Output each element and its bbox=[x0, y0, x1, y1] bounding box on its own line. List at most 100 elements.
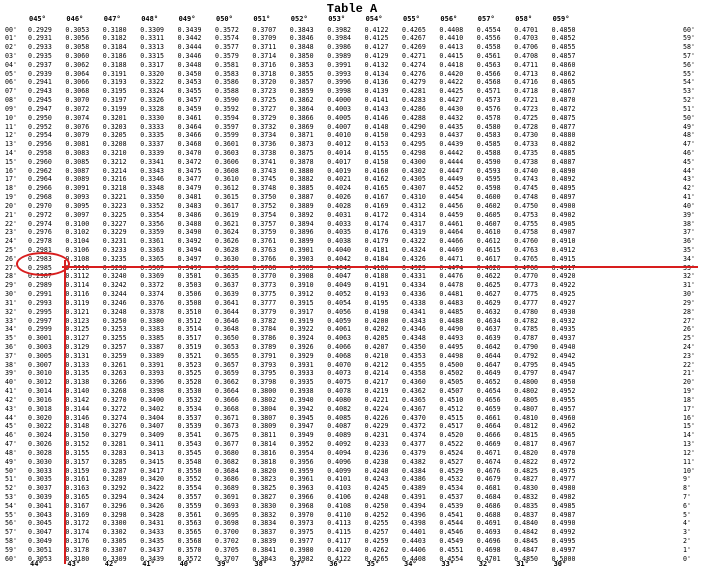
table-cell: 0.4066 bbox=[327, 343, 352, 352]
table-cell: 0.4049 bbox=[327, 281, 352, 290]
table-cell: 0.4160 bbox=[364, 166, 389, 175]
table-cell: 0.4382 bbox=[402, 457, 426, 466]
table-cell: 0.4295 bbox=[402, 140, 426, 149]
table-cell: 0.3148 bbox=[65, 422, 90, 431]
table-cell: 0.4571 bbox=[476, 87, 501, 96]
table-cell: 0.3424 bbox=[140, 492, 165, 501]
row-minute-left: 05' bbox=[5, 69, 17, 78]
table-cell: 0.3837 bbox=[252, 528, 277, 537]
highlight-column-line bbox=[64, 259, 66, 564]
table-cell: 0.4622 bbox=[476, 272, 501, 281]
table-cell: 0.4867 bbox=[551, 87, 576, 96]
table-cell: 0.3494 bbox=[177, 246, 202, 254]
table-cell: 0.3606 bbox=[215, 157, 239, 166]
table-cell: 0.4637 bbox=[476, 325, 501, 334]
table-cell: 0.3839 bbox=[252, 537, 277, 546]
table-cell: 0.4370 bbox=[402, 413, 426, 422]
table-cell: 0.4900 bbox=[551, 201, 576, 210]
column-footer: 34° bbox=[404, 560, 417, 568]
column-header: 052° bbox=[290, 15, 308, 23]
table-cell: 0.3201 bbox=[102, 113, 127, 122]
row-minute-right: 44' bbox=[683, 166, 695, 175]
table-cell: 0.3707 bbox=[215, 554, 239, 563]
table-cell: 0.3307 bbox=[102, 545, 127, 554]
table-cell: 0.3915 bbox=[289, 298, 314, 307]
table-cell: 0.3568 bbox=[177, 537, 202, 546]
table-cell: 0.2981 bbox=[28, 246, 52, 254]
table-cell: 0.3199 bbox=[102, 104, 127, 113]
table-cell: 0.4195 bbox=[364, 298, 389, 307]
table-cell: 0.3248 bbox=[102, 307, 127, 316]
table-cell: 0.4661 bbox=[476, 413, 501, 422]
table-cell: 0.2974 bbox=[28, 219, 52, 228]
table-cell: 0.2958 bbox=[28, 148, 52, 157]
table-cell: 0.4167 bbox=[364, 193, 389, 202]
row-minute-right: 46' bbox=[683, 148, 695, 157]
column-header: 048° bbox=[141, 15, 159, 23]
table-cell: 0.4817 bbox=[514, 440, 539, 449]
table-cell: 0.3238 bbox=[102, 263, 127, 272]
table-cell: 0.3691 bbox=[215, 492, 239, 501]
table-cell: 0.4115 bbox=[327, 528, 352, 537]
table-cell: 0.4430 bbox=[439, 104, 464, 113]
table-cell: 0.3748 bbox=[252, 184, 277, 193]
table-cell: 0.3718 bbox=[252, 69, 277, 78]
table-cell: 0.3174 bbox=[65, 528, 90, 537]
table-cell: 0.3738 bbox=[252, 148, 277, 157]
table-cell: 0.4887 bbox=[551, 157, 576, 166]
table-cell: 0.4452 bbox=[439, 184, 464, 193]
column-header: 047° bbox=[103, 15, 121, 23]
table-cell: 0.3010 bbox=[28, 369, 52, 378]
table-cell: 0.3296 bbox=[102, 501, 127, 510]
table-cell: 0.3453 bbox=[177, 78, 202, 87]
table-cell: 0.2978 bbox=[28, 237, 52, 246]
table-cell: 0.3341 bbox=[140, 157, 165, 166]
table-cell: 0.3666 bbox=[215, 395, 239, 404]
table-cell: 0.3026 bbox=[28, 440, 52, 449]
table-cell: 0.3459 bbox=[177, 104, 202, 113]
table-cell: 0.3191 bbox=[102, 69, 127, 78]
table-cell: 0.3896 bbox=[289, 228, 314, 237]
table-cell: 0.4917 bbox=[551, 263, 576, 272]
row-minute-right: 3' bbox=[683, 528, 691, 537]
table-cell: 0.3216 bbox=[102, 175, 127, 184]
table-cell: 0.4922 bbox=[551, 281, 576, 290]
table-cell: 0.4024 bbox=[327, 184, 352, 193]
table-cell: 0.3225 bbox=[102, 210, 127, 219]
table-cell: 0.4942 bbox=[551, 351, 576, 360]
table-cell: 0.3056 bbox=[65, 34, 90, 43]
column-footer: 37° bbox=[291, 560, 305, 568]
table-cell: 0.4512 bbox=[439, 404, 464, 413]
table-cell: 0.4850 bbox=[551, 25, 576, 34]
table-cell: 0.3396 bbox=[140, 378, 165, 387]
row-minute-right: 15' bbox=[683, 422, 695, 431]
table-cell: 0.4485 bbox=[439, 307, 464, 316]
table-cell: 0.4997 bbox=[551, 545, 576, 554]
table-cell: 0.3770 bbox=[252, 272, 277, 281]
table-cell: 0.3532 bbox=[177, 395, 202, 404]
table-cell: 0.3367 bbox=[140, 263, 165, 272]
table-cell: 0.4188 bbox=[364, 272, 389, 281]
table-cell: 0.4391 bbox=[402, 492, 426, 501]
table-cell: 0.4495 bbox=[439, 343, 464, 352]
row-minute-left: 01' bbox=[5, 34, 17, 43]
table-cell: 0.3707 bbox=[252, 25, 277, 34]
table-cell: 0.4005 bbox=[327, 113, 352, 122]
row-minute-left: 27' bbox=[5, 263, 17, 272]
table-cell: 0.3279 bbox=[102, 431, 127, 440]
table-cell: 0.4068 bbox=[327, 351, 352, 360]
table-cell: 0.3612 bbox=[215, 184, 239, 193]
table-cell: 0.3802 bbox=[252, 395, 277, 404]
table-cell: 0.4768 bbox=[514, 263, 539, 272]
table-cell: 0.4143 bbox=[364, 104, 389, 113]
table-cell: 0.3626 bbox=[215, 237, 239, 246]
row-minute-left: 10' bbox=[5, 113, 17, 122]
table-cell: 0.4341 bbox=[402, 307, 426, 316]
table-cell: 0.4760 bbox=[514, 237, 539, 246]
row-minute-left: 09' bbox=[5, 104, 17, 113]
table-cell: 0.4298 bbox=[402, 148, 426, 157]
table-cell: 0.3725 bbox=[252, 96, 277, 105]
table-cell: 0.3339 bbox=[140, 148, 165, 157]
table-cell: 0.4279 bbox=[402, 78, 426, 87]
row-minute-left: 07' bbox=[5, 87, 17, 96]
